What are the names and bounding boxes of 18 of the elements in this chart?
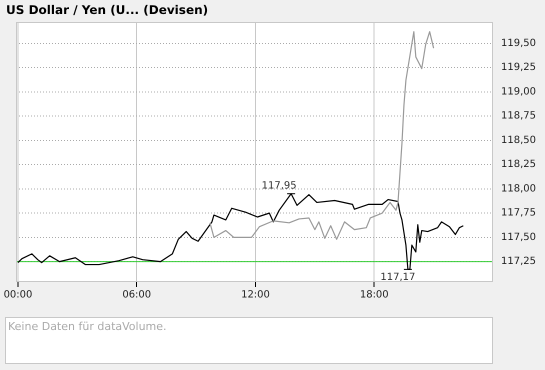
x-tick-label: 12:00 bbox=[241, 290, 270, 301]
y-tick-label: 119,50 bbox=[501, 38, 536, 49]
y-tick-label: 117,75 bbox=[501, 208, 536, 219]
x-tick-label: 06:00 bbox=[122, 290, 152, 301]
y-tick-label: 117,25 bbox=[501, 256, 536, 268]
y-tick-label: 119,00 bbox=[501, 86, 536, 98]
annotation: 117,95 bbox=[262, 180, 297, 192]
y-tick-label: 118,00 bbox=[501, 183, 536, 194]
y-tick-label: 118,25 bbox=[501, 159, 536, 170]
y-tick-label: 119,25 bbox=[501, 62, 536, 74]
annotation: 117,17 bbox=[380, 272, 416, 283]
x-tick-label: 18:00 bbox=[360, 290, 389, 301]
y-tick-label: 118,50 bbox=[501, 134, 536, 146]
text: US Dollar / Yen (U... (Devisen) bbox=[6, 3, 208, 17]
y-tick-label: 117,50 bbox=[501, 232, 536, 243]
text: Keine Daten für dataVolume. bbox=[8, 320, 167, 333]
x-tick-label: 00:00 bbox=[4, 290, 32, 301]
y-tick-label: 118,75 bbox=[501, 110, 536, 122]
